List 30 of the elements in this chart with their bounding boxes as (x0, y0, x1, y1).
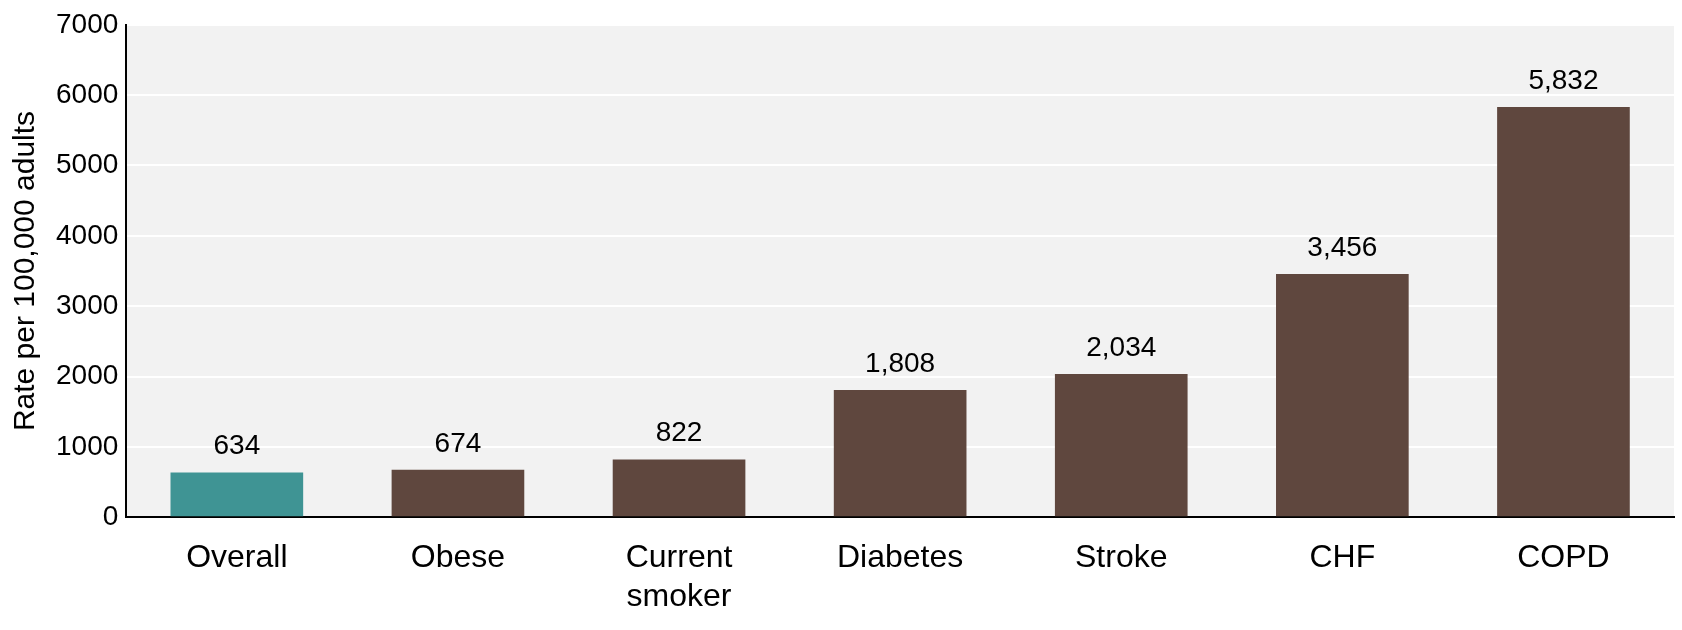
data-label: 5,832 (1528, 63, 1599, 95)
y-tick-label: 5000 (55, 148, 119, 180)
bar (612, 459, 746, 517)
y-tick-label: 6000 (55, 77, 119, 109)
y-tick-label: 3000 (55, 288, 119, 320)
bar (1276, 274, 1409, 517)
y-tick-label: 4000 (55, 218, 119, 250)
y-axis-title: Rate per 100,000 adults (7, 110, 41, 432)
x-tick-label: CHF (1309, 538, 1376, 575)
x-tick-label: COPD (1517, 538, 1610, 575)
bar (1054, 374, 1188, 517)
x-tick-label: Overall (186, 538, 288, 575)
y-tick-label: 0 (102, 499, 119, 531)
data-label: 2,034 (1086, 330, 1157, 362)
x-tick-label: Stroke (1075, 538, 1168, 575)
bar (170, 472, 304, 517)
x-tick-label: Obese (410, 538, 506, 575)
x-tick-label: Diabetes (837, 538, 964, 575)
bar (1497, 106, 1630, 517)
y-tick-label: 7000 (55, 7, 119, 39)
y-tick-label: 1000 (55, 429, 119, 461)
y-tick-label: 2000 (55, 359, 119, 391)
data-label: 674 (434, 426, 482, 458)
x-tick-label: Current smoker (625, 538, 733, 613)
bar (391, 469, 525, 517)
data-label: 634 (213, 429, 261, 461)
data-label: 822 (655, 416, 703, 448)
data-label: 1,808 (865, 346, 936, 378)
data-label: 3,456 (1307, 230, 1378, 262)
bar (833, 390, 967, 517)
